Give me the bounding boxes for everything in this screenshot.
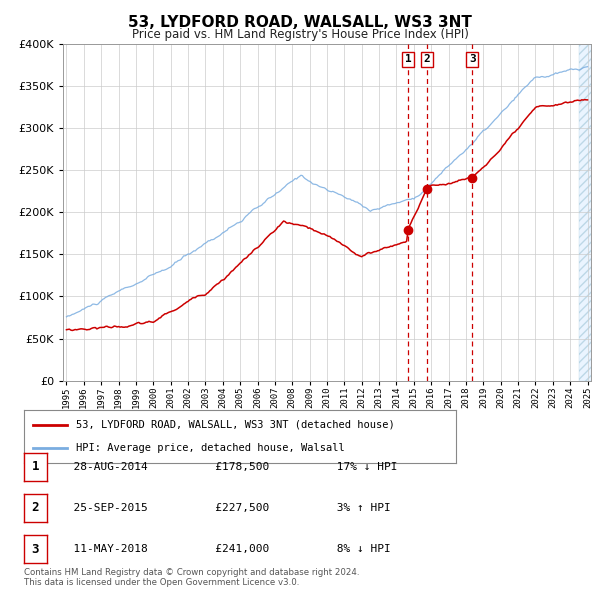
Text: 3: 3 (32, 543, 39, 556)
Text: 11-MAY-2018          £241,000          8% ↓ HPI: 11-MAY-2018 £241,000 8% ↓ HPI (60, 545, 391, 554)
Bar (579, 44, 593, 381)
Text: 53, LYDFORD ROAD, WALSALL, WS3 3NT (detached house): 53, LYDFORD ROAD, WALSALL, WS3 3NT (deta… (76, 420, 395, 430)
Text: 2: 2 (424, 54, 430, 64)
Text: 2: 2 (32, 502, 39, 514)
Text: 1: 1 (404, 54, 412, 64)
Bar (579, 44, 593, 381)
Text: Contains HM Land Registry data © Crown copyright and database right 2024.
This d: Contains HM Land Registry data © Crown c… (24, 568, 359, 587)
Text: 28-AUG-2014          £178,500          17% ↓ HPI: 28-AUG-2014 £178,500 17% ↓ HPI (60, 462, 398, 471)
Text: 1: 1 (32, 460, 39, 473)
Text: 53, LYDFORD ROAD, WALSALL, WS3 3NT: 53, LYDFORD ROAD, WALSALL, WS3 3NT (128, 15, 472, 30)
Text: HPI: Average price, detached house, Walsall: HPI: Average price, detached house, Wals… (76, 443, 344, 453)
Text: 3: 3 (469, 54, 476, 64)
Text: Price paid vs. HM Land Registry's House Price Index (HPI): Price paid vs. HM Land Registry's House … (131, 28, 469, 41)
Text: 25-SEP-2015          £227,500          3% ↑ HPI: 25-SEP-2015 £227,500 3% ↑ HPI (60, 503, 391, 513)
